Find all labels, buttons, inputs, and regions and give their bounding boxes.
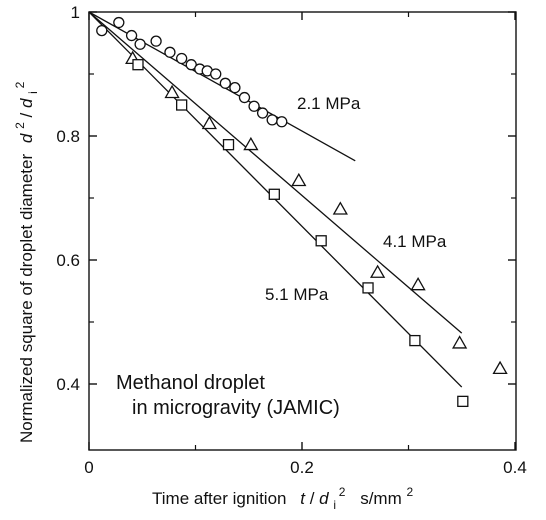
marker-square-5-1-mpa <box>457 395 469 408</box>
marker-circle-2-1-mpa <box>266 114 278 126</box>
marker-square-5-1-mpa <box>132 59 144 71</box>
marker-square-5-1-mpa <box>268 188 280 200</box>
marker-circle-2-1-mpa <box>96 24 108 37</box>
series-label-4-1-mpa: 4.1 MPa <box>383 232 447 251</box>
x-axis-label-sup: 2 <box>339 485 346 499</box>
y-axis-label-di: d <box>17 98 36 108</box>
marker-circle-2-1-mpa <box>238 91 251 104</box>
x-axis-label-var-t: t <box>300 489 306 508</box>
marker-circle-2-1-mpa <box>229 81 241 94</box>
x-axis-label-sub: i <box>333 498 336 512</box>
marker-triangle-4-1-mpa <box>369 264 386 278</box>
marker-triangle-4-1-mpa <box>243 136 259 151</box>
annotation-line-1: Methanol droplet <box>116 372 265 394</box>
chart-annotation: Methanol droplet in microgravity (JAMIC) <box>116 372 340 419</box>
y-tick-label: 0.8 <box>56 127 80 146</box>
x-axis-label-prefix: Time after ignition <box>152 489 286 508</box>
axis-ticks: 0 0.2 0.4 1 0.8 0.6 0.4 <box>56 3 526 477</box>
series-label-5-1-mpa: 5.1 MPa <box>265 285 329 304</box>
x-axis-label-unit: s/mm <box>360 489 402 508</box>
marker-circle-2-1-mpa <box>164 46 176 58</box>
marker-square-5-1-mpa <box>222 139 235 151</box>
fit-line-4-1-mpa <box>88 11 463 334</box>
y-tick-label: 0.4 <box>56 375 80 394</box>
marker-square-5-1-mpa <box>409 334 421 347</box>
data-markers <box>96 16 508 408</box>
x-axis-label: Time after ignition t / d i 2 s/mm 2 <box>152 481 413 513</box>
marker-circle-2-1-mpa <box>113 16 125 29</box>
marker-square-5-1-mpa <box>362 282 374 294</box>
x-tick-label: 0 <box>84 458 93 477</box>
marker-circle-2-1-mpa <box>125 29 138 42</box>
marker-circle-2-1-mpa <box>276 116 288 128</box>
marker-triangle-4-1-mpa <box>291 172 307 187</box>
series-label-2-1-mpa: 2.1 MPa <box>297 94 361 113</box>
y-axis-label-di-sub: i <box>26 91 40 94</box>
x-axis-label-var-d: d <box>319 489 329 508</box>
annotation-line-2: in microgravity (JAMIC) <box>132 397 340 419</box>
y-axis-label-prefix: Normalized square of droplet diameter <box>17 154 36 443</box>
y-tick-label: 1 <box>71 3 80 22</box>
y-axis-label-d-sup: 2 <box>13 122 27 129</box>
marker-triangle-4-1-mpa <box>492 360 508 375</box>
y-axis-label-di-sup: 2 <box>13 81 27 88</box>
marker-circle-2-1-mpa <box>256 107 269 119</box>
x-axis-label-slash: / <box>310 489 315 508</box>
marker-circle-2-1-mpa <box>134 38 146 50</box>
marker-circle-2-1-mpa <box>150 35 162 47</box>
marker-square-5-1-mpa <box>315 235 327 247</box>
marker-triangle-4-1-mpa <box>332 201 348 215</box>
marker-triangle-4-1-mpa <box>451 335 468 349</box>
marker-square-5-1-mpa <box>176 99 188 111</box>
y-axis-label-d: d <box>17 133 36 143</box>
marker-triangle-4-1-mpa <box>164 84 180 99</box>
marker-circle-2-1-mpa <box>210 68 222 80</box>
marker-circle-2-1-mpa <box>219 77 231 89</box>
y-tick-label: 0.6 <box>56 251 80 270</box>
marker-circle-2-1-mpa <box>176 52 188 65</box>
marker-triangle-4-1-mpa <box>201 115 217 130</box>
y-axis-label-slash: / <box>17 112 36 117</box>
marker-triangle-4-1-mpa <box>410 276 426 291</box>
marker-circle-2-1-mpa <box>248 100 260 112</box>
x-tick-label: 0.4 <box>503 458 527 477</box>
x-axis-label-unit-sup: 2 <box>406 485 413 499</box>
y-axis-label: Normalized square of droplet diameter d … <box>9 81 41 443</box>
x-tick-label: 0.2 <box>290 458 314 477</box>
